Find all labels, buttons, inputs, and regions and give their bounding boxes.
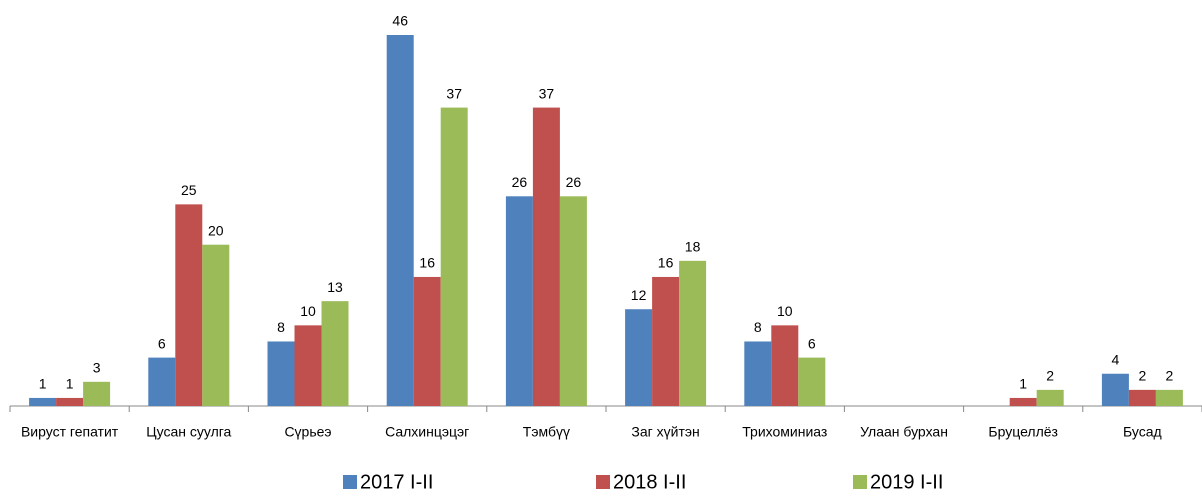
legend-swatch: [343, 475, 357, 489]
bar: [771, 325, 799, 406]
bar: [175, 204, 203, 406]
value-label: 12: [631, 287, 647, 303]
bar: [321, 301, 349, 406]
value-label: 8: [277, 319, 285, 335]
legend-swatch: [596, 475, 610, 489]
legend-text: 2018 I-II: [613, 471, 686, 493]
value-label: 1: [66, 376, 74, 392]
value-label: 6: [158, 335, 166, 351]
x-tick-label: Тэмбүү: [523, 424, 570, 440]
x-tick-label: Салхинцэцэг: [385, 424, 469, 440]
bar: [652, 276, 680, 406]
bar: [413, 276, 441, 406]
value-label: 16: [658, 255, 674, 271]
bar: [83, 381, 111, 406]
value-label: 1: [39, 376, 47, 392]
legend-swatch: [853, 475, 867, 489]
bar: [798, 357, 826, 406]
value-label: 6: [808, 335, 816, 351]
bar: [148, 357, 176, 406]
bar: [505, 196, 533, 406]
bar: [294, 325, 322, 406]
bar: [1101, 373, 1129, 406]
bar: [1155, 389, 1183, 406]
bar: [1036, 389, 1064, 406]
x-tick-label: Цусан суулга: [146, 424, 231, 440]
value-label: 3: [93, 360, 101, 376]
value-label: 8: [754, 319, 762, 335]
bar: [744, 341, 772, 406]
value-label: 1: [1019, 376, 1027, 392]
bar: [386, 35, 414, 406]
x-tick-label: Улаан бурхан: [860, 424, 948, 440]
value-label: 26: [566, 174, 582, 190]
legend-text: 2017 I-II: [360, 471, 433, 493]
value-label: 13: [327, 279, 343, 295]
value-label: 2: [1166, 368, 1174, 384]
bar: [1009, 397, 1037, 406]
value-label: 46: [392, 13, 408, 29]
bar: [1128, 389, 1156, 406]
value-label: 25: [181, 182, 197, 198]
x-tick-label: Вируст гепатит: [21, 424, 119, 440]
value-label: 2: [1139, 368, 1147, 384]
x-tick-label: Бусад: [1123, 424, 1162, 440]
value-label: 37: [539, 85, 555, 101]
x-tick-label: Трихоминиаз: [742, 424, 827, 440]
value-label: 20: [208, 222, 224, 238]
bar: [559, 196, 587, 406]
bar: [625, 309, 653, 406]
value-label: 10: [777, 303, 793, 319]
bar: [267, 341, 295, 406]
x-tick-label: Заг хүйтэн: [631, 424, 699, 440]
value-label: 37: [446, 85, 462, 101]
bar: [56, 397, 84, 406]
bar: [532, 107, 560, 406]
value-label: 10: [300, 303, 316, 319]
bar: [679, 260, 707, 406]
value-label: 16: [419, 255, 435, 271]
value-label: 2: [1046, 368, 1054, 384]
bar: [440, 107, 468, 406]
value-label: 4: [1112, 351, 1120, 367]
bar: [29, 397, 57, 406]
legend-text: 2019 I-II: [870, 471, 943, 493]
x-tick-label: Сүрьеэ: [284, 424, 331, 440]
value-label: 26: [512, 174, 528, 190]
x-tick-label: Бруцеллёз: [988, 424, 1058, 440]
bar: [202, 244, 230, 406]
value-label: 18: [685, 239, 701, 255]
